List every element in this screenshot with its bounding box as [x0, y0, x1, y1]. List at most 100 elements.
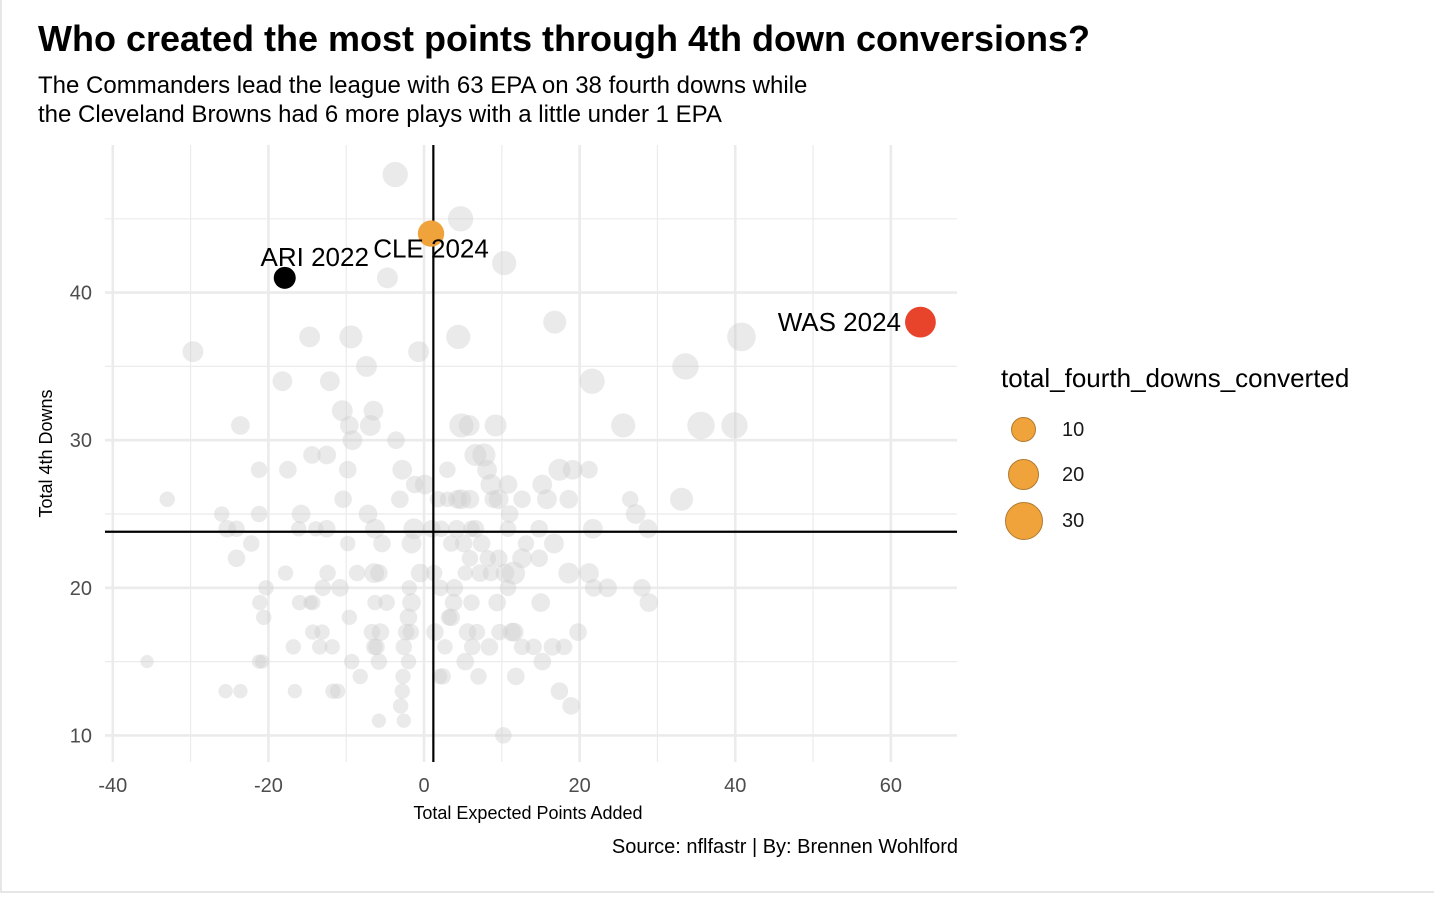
data-point [365, 518, 385, 539]
data-point [331, 400, 353, 422]
data-point [625, 504, 646, 524]
x-tick-label: -20 [254, 775, 283, 797]
data-point [233, 683, 248, 699]
data-point [502, 622, 522, 642]
data-point [364, 563, 385, 583]
data-points [140, 161, 756, 744]
data-point [445, 579, 464, 597]
data-point [499, 579, 517, 597]
data-point [446, 324, 471, 349]
data-point [499, 520, 517, 538]
data-point [291, 521, 307, 537]
highlight-label-cle: CLE 2024 [373, 234, 489, 264]
reference-lines [105, 145, 957, 762]
data-point [367, 594, 383, 611]
data-point [408, 341, 430, 363]
data-point [370, 564, 388, 582]
data-point [458, 415, 480, 436]
data-point [363, 400, 384, 421]
data-point [400, 653, 417, 670]
data-point [218, 683, 233, 699]
data-point [352, 668, 368, 685]
data-point [463, 520, 480, 538]
legend-key-circle [1008, 459, 1039, 490]
x-tick-label: -40 [98, 775, 127, 797]
chart-subtitle-line-1: The Commanders lead the league with 63 E… [38, 72, 808, 99]
data-point [410, 563, 430, 583]
data-point [376, 267, 398, 289]
highlight-label-ari: ARI 2022 [261, 242, 369, 272]
highlight-point-cle [417, 220, 445, 247]
data-point [471, 564, 489, 582]
data-point [431, 668, 448, 685]
x-tick-label: 60 [880, 775, 902, 797]
data-point [403, 518, 425, 540]
data-point [525, 638, 542, 656]
data-point [341, 609, 358, 626]
data-point [492, 250, 517, 276]
y-tick-label: 20 [70, 578, 92, 600]
data-point [305, 624, 321, 640]
data-point [484, 414, 507, 437]
data-point [214, 506, 230, 522]
chart-caption: Source: nflfastr | By: Brennen Wohlford [611, 836, 958, 858]
data-point [451, 489, 472, 510]
data-point [584, 579, 603, 597]
highlight-point-was [905, 306, 936, 338]
data-point [243, 535, 260, 552]
data-point [401, 580, 417, 596]
data-point [182, 341, 204, 363]
data-point [250, 505, 268, 523]
data-point [371, 623, 390, 641]
data-point [460, 489, 480, 509]
data-point [562, 697, 580, 715]
data-point [579, 368, 605, 394]
data-point [543, 638, 562, 656]
data-point [355, 355, 377, 377]
data-point [513, 490, 531, 509]
data-point [314, 579, 332, 597]
chart-subtitle-line-2: the Cleveland Browns had 6 more plays wi… [38, 101, 722, 128]
data-point [477, 459, 497, 480]
data-point [325, 683, 341, 699]
data-point [140, 655, 154, 669]
data-point [402, 623, 420, 641]
data-point [479, 550, 497, 567]
data-point [638, 519, 658, 539]
data-point [550, 682, 569, 700]
data-point [291, 504, 311, 524]
data-point [562, 459, 583, 480]
data-point [437, 639, 453, 655]
data-point [495, 727, 512, 744]
data-point [513, 638, 531, 656]
data-point [342, 430, 363, 451]
data-point [468, 623, 486, 641]
data-point [464, 638, 481, 656]
data-point [434, 668, 451, 685]
data-point [256, 609, 272, 626]
data-point [401, 533, 422, 554]
data-point [324, 639, 340, 655]
data-point [378, 594, 395, 611]
data-point [338, 460, 357, 479]
data-point [363, 623, 381, 641]
legend-key-circle [1011, 417, 1036, 442]
data-point [504, 622, 524, 642]
data-point [285, 639, 301, 655]
data-point [392, 459, 413, 480]
data-point [319, 564, 336, 582]
data-point [305, 594, 321, 611]
data-point [399, 608, 418, 627]
data-point [582, 518, 603, 539]
data-point [359, 415, 381, 436]
data-point [498, 475, 518, 494]
data-point [396, 713, 411, 728]
data-point [252, 594, 268, 611]
data-point [414, 474, 435, 495]
data-point [555, 638, 573, 656]
data-point [672, 353, 699, 380]
legend-item-30: 30 [1004, 501, 1124, 541]
data-point [319, 371, 340, 392]
data-point [687, 411, 715, 440]
